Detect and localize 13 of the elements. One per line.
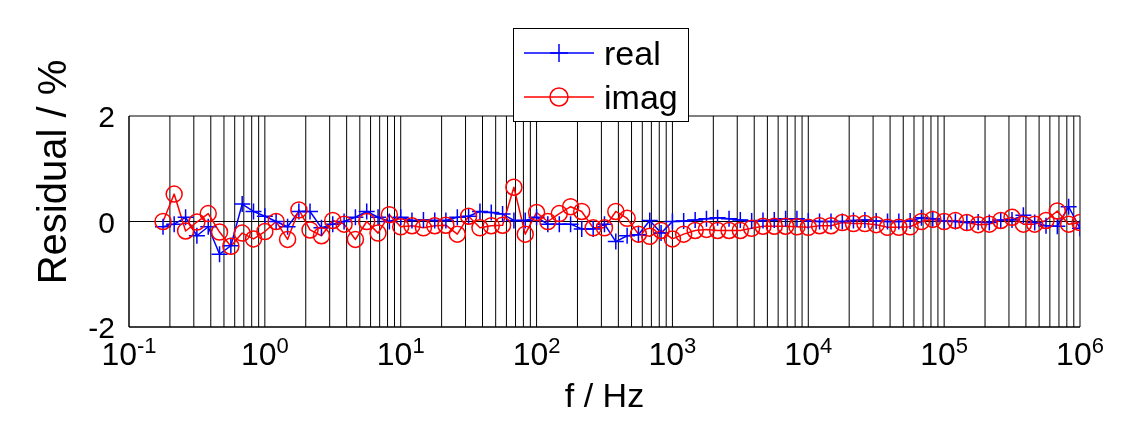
- legend-label: real: [604, 33, 661, 73]
- legend-label: imag: [604, 77, 678, 117]
- x-tick-label: 10$^{5}$: [920, 332, 969, 372]
- x-tick-label: 10$^{4}$: [784, 332, 833, 372]
- y-tick-label: 0: [98, 205, 115, 239]
- x-tick-label: 10$^{3}$: [648, 332, 697, 372]
- x-tick-label: 10$^{6}$: [1056, 332, 1104, 372]
- y-axis-title: Residual / %: [29, 59, 75, 285]
- y-tick-label: 2: [98, 100, 115, 133]
- x-tick-label: 10$^{2}$: [512, 332, 561, 372]
- x-tick-label: 10$^{1}$: [376, 332, 425, 372]
- x-axis-title: f / Hz: [563, 376, 646, 415]
- x-tick-label: 10$^{0}$: [240, 332, 289, 372]
